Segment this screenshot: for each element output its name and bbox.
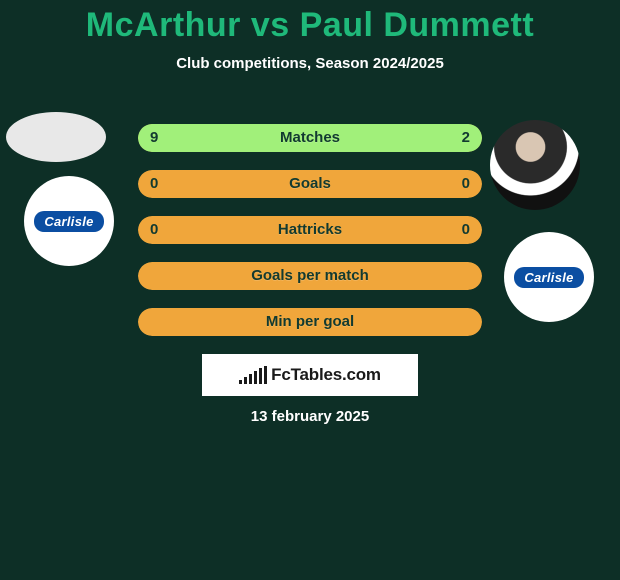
page-title: McArthur vs Paul Dummett: [0, 0, 620, 45]
brand-text: FcTables.com: [271, 365, 381, 385]
stats-container: Matches92Goals00Hattricks00Goals per mat…: [138, 124, 482, 354]
stat-row: Goals per match: [138, 262, 482, 290]
brand-box: FcTables.com: [202, 354, 418, 396]
stat-label: Goals: [138, 170, 482, 198]
club-badge-right: Carlisle: [504, 232, 594, 322]
stat-row: Min per goal: [138, 308, 482, 336]
club-badge-left: Carlisle: [24, 176, 114, 266]
stat-label: Matches: [138, 124, 482, 152]
stat-value-left: 0: [150, 216, 158, 244]
player-photo-right: [490, 120, 580, 210]
brand-bar: [249, 374, 252, 384]
stat-value-right: 2: [462, 124, 470, 152]
club-name-left: Carlisle: [34, 211, 103, 232]
stat-value-left: 9: [150, 124, 158, 152]
stat-row: Matches9 2: [138, 124, 482, 152]
stat-row: Hattricks0 0: [138, 216, 482, 244]
brand-bar: [244, 377, 247, 384]
stat-row: Goals0 0: [138, 170, 482, 198]
stat-value-right: 0: [462, 216, 470, 244]
stat-label: Goals per match: [138, 262, 482, 290]
stat-label: Min per goal: [138, 308, 482, 336]
brand-bar: [264, 366, 267, 384]
stat-value-right: 0: [462, 170, 470, 198]
stat-label: Hattricks: [138, 216, 482, 244]
club-name-right: Carlisle: [514, 267, 583, 288]
stat-value-left: 0: [150, 170, 158, 198]
brand-bar: [254, 371, 257, 384]
subtitle: Club competitions, Season 2024/2025: [0, 55, 620, 72]
date-label: 13 february 2025: [0, 408, 620, 425]
brand-bar: [259, 368, 262, 384]
player-photo-left: [6, 112, 106, 162]
brand-bar: [239, 380, 242, 384]
brand-bars-icon: [239, 366, 267, 384]
